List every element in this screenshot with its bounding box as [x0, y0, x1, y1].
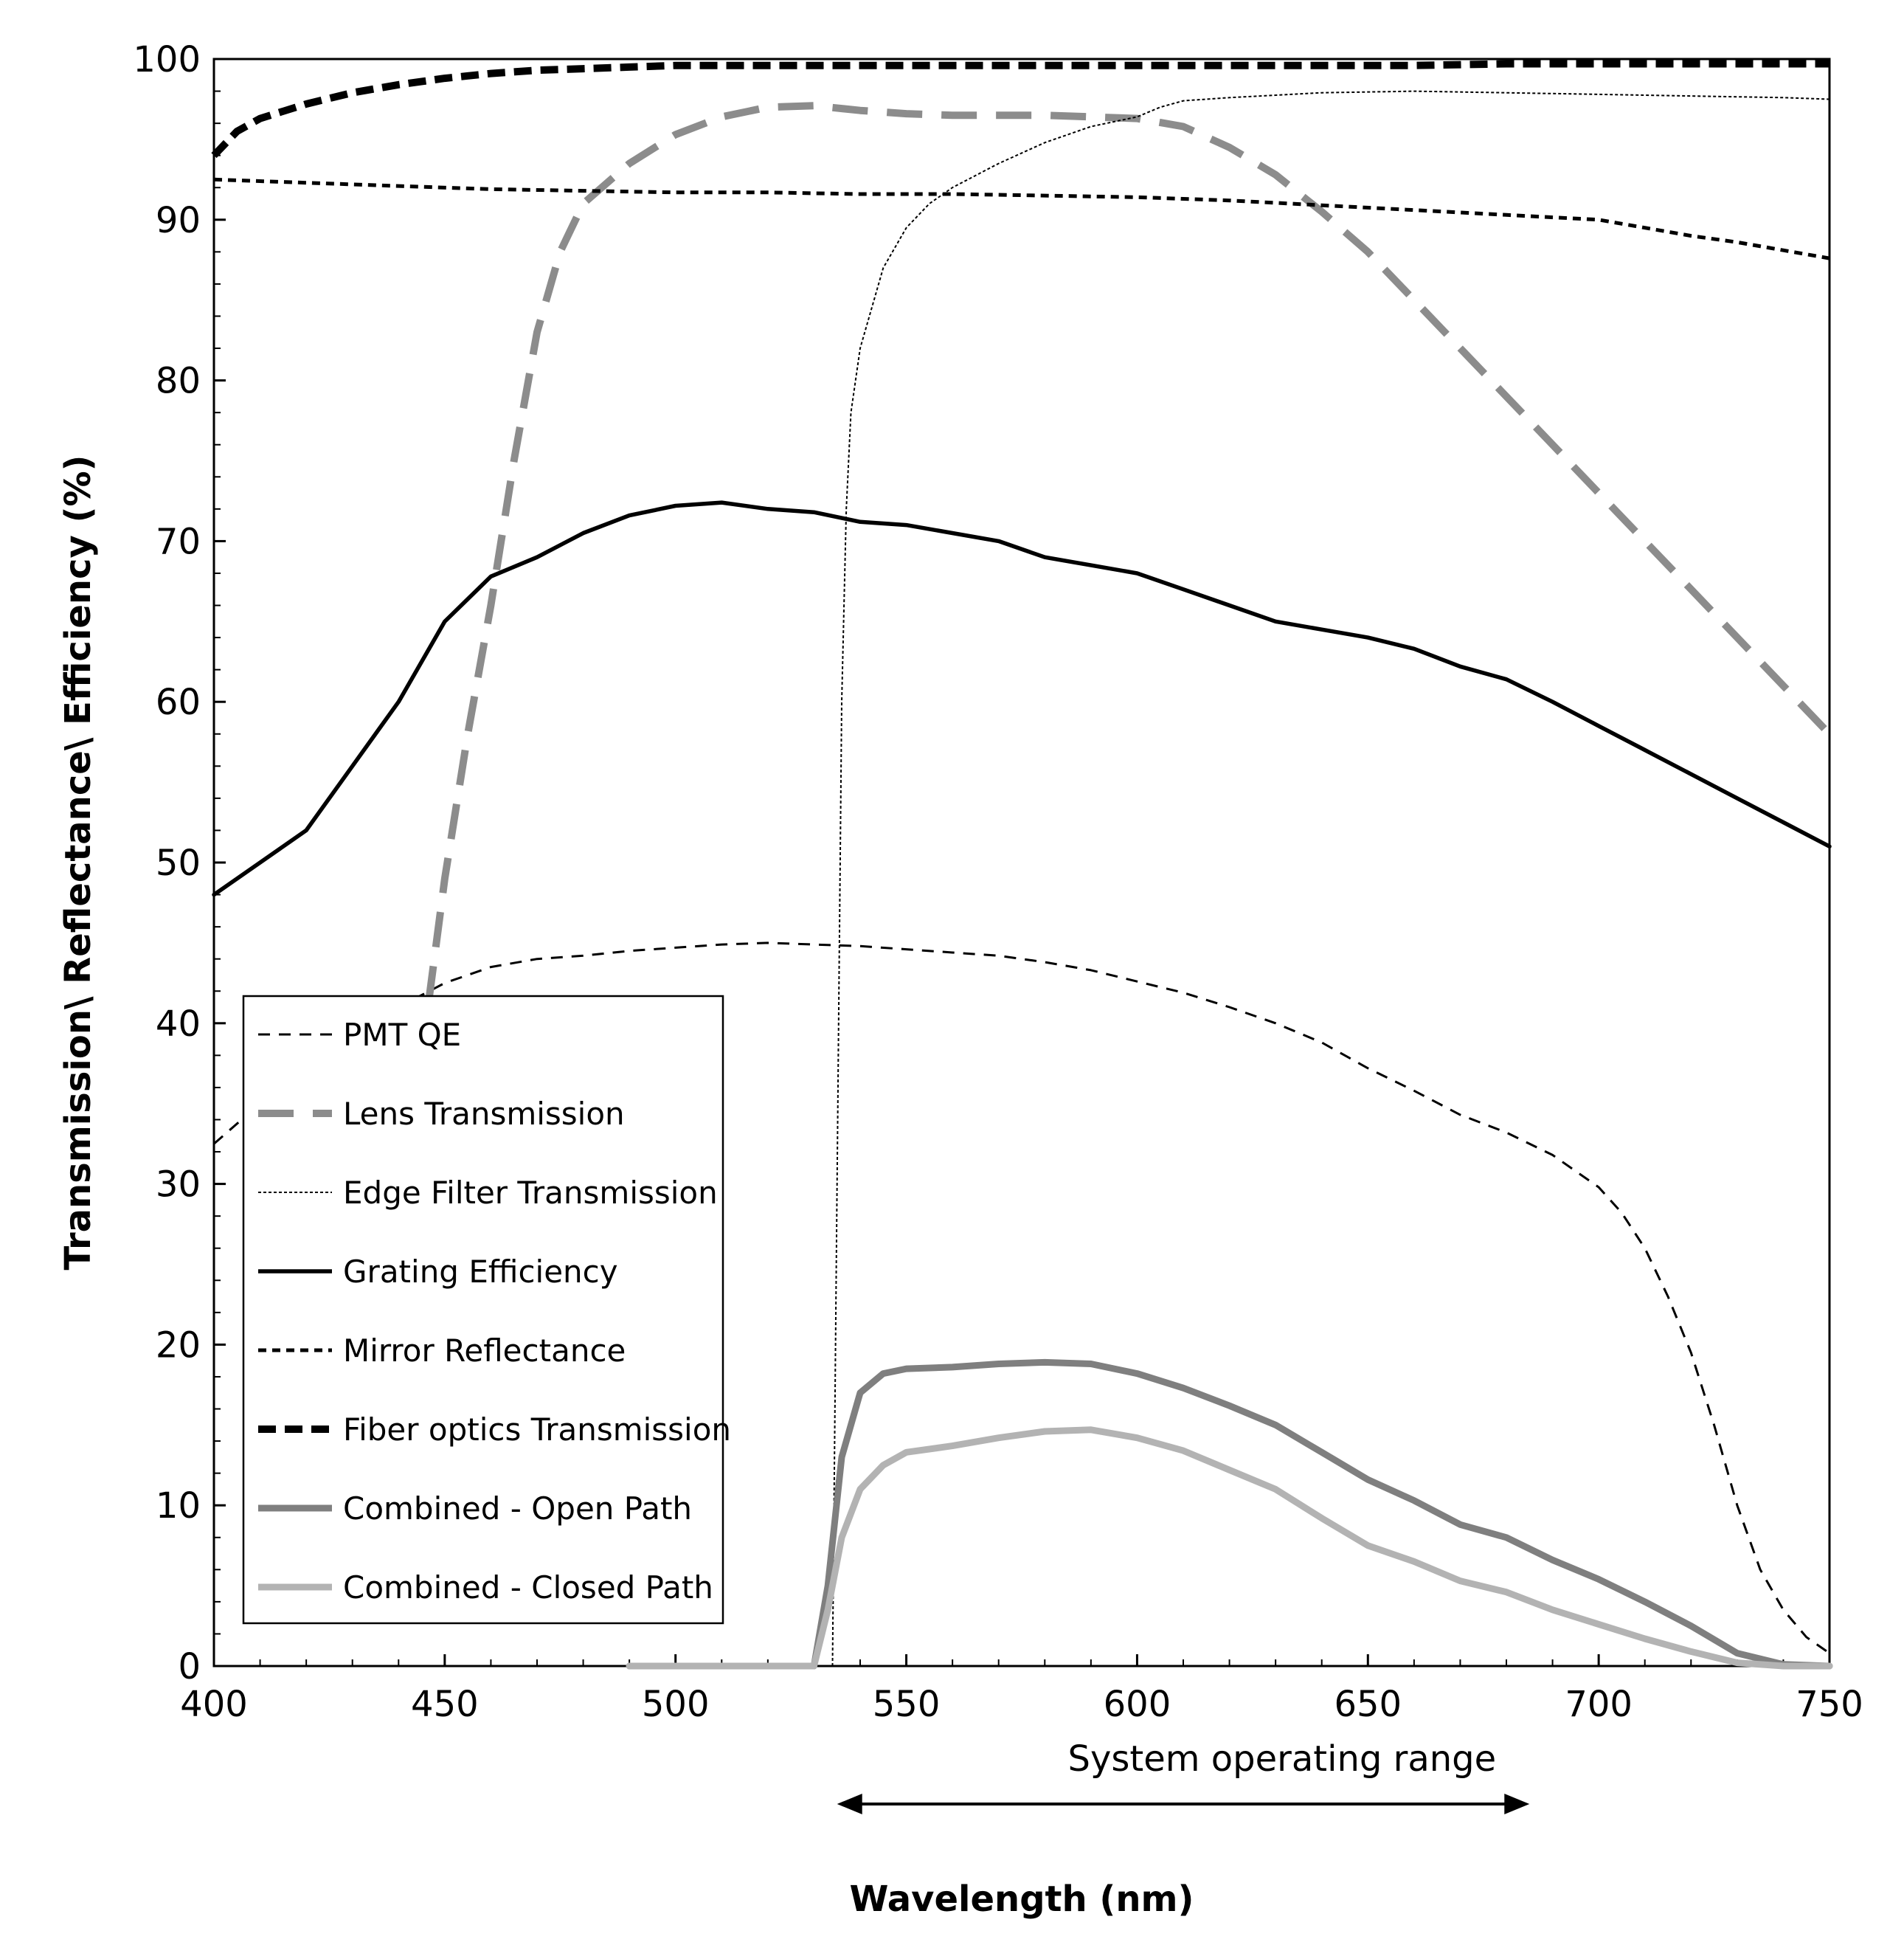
y-axis-title: Transmission\ Reflectance\ Efficiency (%… — [58, 455, 99, 1271]
x-tick-label: 400 — [180, 1684, 248, 1725]
y-tick-label: 20 — [156, 1324, 201, 1366]
legend-label: Mirror Reflectance — [343, 1333, 626, 1369]
operating-range-label: System operating range — [1068, 1738, 1497, 1780]
x-tick-label: 450 — [411, 1684, 479, 1725]
legend-label: Grating Efficiency — [343, 1254, 618, 1290]
legend-box — [242, 995, 724, 1625]
range-arrow-right-head — [1504, 1794, 1530, 1814]
legend-label: Combined - Closed Path — [343, 1569, 713, 1606]
y-tick-label: 90 — [156, 200, 201, 241]
series-line-3 — [831, 90, 1830, 1667]
series-line-5 — [213, 177, 1830, 260]
y-tick-label: 40 — [156, 1003, 201, 1045]
y-tick-label: 60 — [156, 682, 201, 723]
series-lines — [211, 60, 1833, 1670]
operating-range-annotation: System operating range — [837, 1738, 1530, 1814]
y-tick-label: 30 — [156, 1164, 201, 1206]
legend-label: Edge Filter Transmission — [343, 1175, 718, 1211]
x-axis-title: Wavelength (nm) — [850, 1879, 1194, 1920]
legend-label: Combined - Open Path — [343, 1490, 692, 1527]
y-tick-label: 50 — [156, 843, 201, 884]
x-tick-label: 750 — [1796, 1684, 1863, 1725]
x-tick-label: 650 — [1334, 1684, 1402, 1725]
x-tick-label: 600 — [1104, 1684, 1171, 1725]
legend-label: Fiber optics Transmission — [343, 1411, 731, 1448]
y-tick-label: 100 — [133, 39, 201, 80]
series-line-7 — [626, 1358, 1833, 1670]
y-tick-label: 0 — [178, 1646, 201, 1687]
legend-label: PMT QE — [343, 1017, 461, 1053]
y-tick-label: 10 — [156, 1485, 201, 1527]
y-tick-label: 70 — [156, 521, 201, 562]
legend: PMT QE Lens Transmission Edge Filter Trans… — [242, 995, 731, 1625]
series-line-8 — [626, 1426, 1833, 1670]
series-line-4 — [212, 500, 1832, 897]
x-tick-label: 500 — [642, 1684, 710, 1725]
series-line-2 — [418, 102, 1832, 1057]
axis-ticks: 0 10 20 30 40 50 60 70 80 90 100 400 450 500 550 600 650… — [133, 39, 1863, 1725]
x-tick-label: 700 — [1565, 1684, 1633, 1725]
series-line-1 — [213, 941, 1830, 1654]
range-arrow-left-head — [837, 1794, 862, 1814]
y-tick-label: 80 — [156, 361, 201, 402]
legend-label: Lens Transmission — [343, 1096, 625, 1132]
x-tick-label: 550 — [873, 1684, 941, 1725]
series-line-6 — [211, 60, 1829, 159]
